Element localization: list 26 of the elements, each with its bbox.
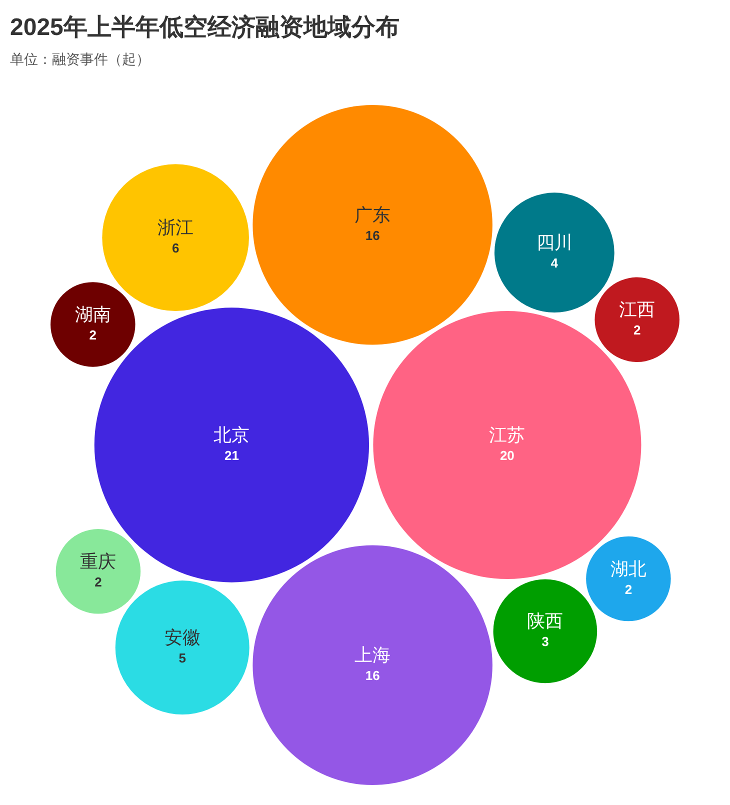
data-label: 6: [172, 240, 180, 256]
data-label: 21: [224, 448, 239, 463]
category-label: 湖北: [610, 558, 646, 579]
data-label: 2: [94, 574, 102, 590]
category-label: 湖南: [74, 304, 111, 324]
data-label: 16: [365, 228, 380, 243]
data-label: 16: [365, 668, 380, 684]
data-label: 2: [633, 322, 641, 338]
data-label: 4: [550, 256, 559, 271]
category-label: 安徽: [164, 628, 200, 648]
data-label: 2: [624, 582, 632, 597]
data-label: 2: [89, 327, 97, 342]
category-label: 上海: [354, 645, 391, 666]
text: 单位：融资事件（起）: [10, 51, 150, 67]
category-label: 江苏: [489, 425, 526, 445]
category-label: 陕西: [527, 611, 564, 632]
data-label: 20: [500, 448, 514, 463]
text: 2025年上半年低空经济融资地域分布: [10, 14, 400, 41]
category-label: 广东: [354, 204, 391, 225]
category-label: 北京: [214, 425, 250, 445]
category-label: 重庆: [80, 551, 116, 572]
data-label: 5: [178, 650, 186, 666]
data-label: 3: [542, 634, 549, 650]
category-label: 江西: [619, 300, 656, 320]
category-label: 浙江: [158, 218, 194, 238]
category-label: 四川: [536, 232, 572, 253]
